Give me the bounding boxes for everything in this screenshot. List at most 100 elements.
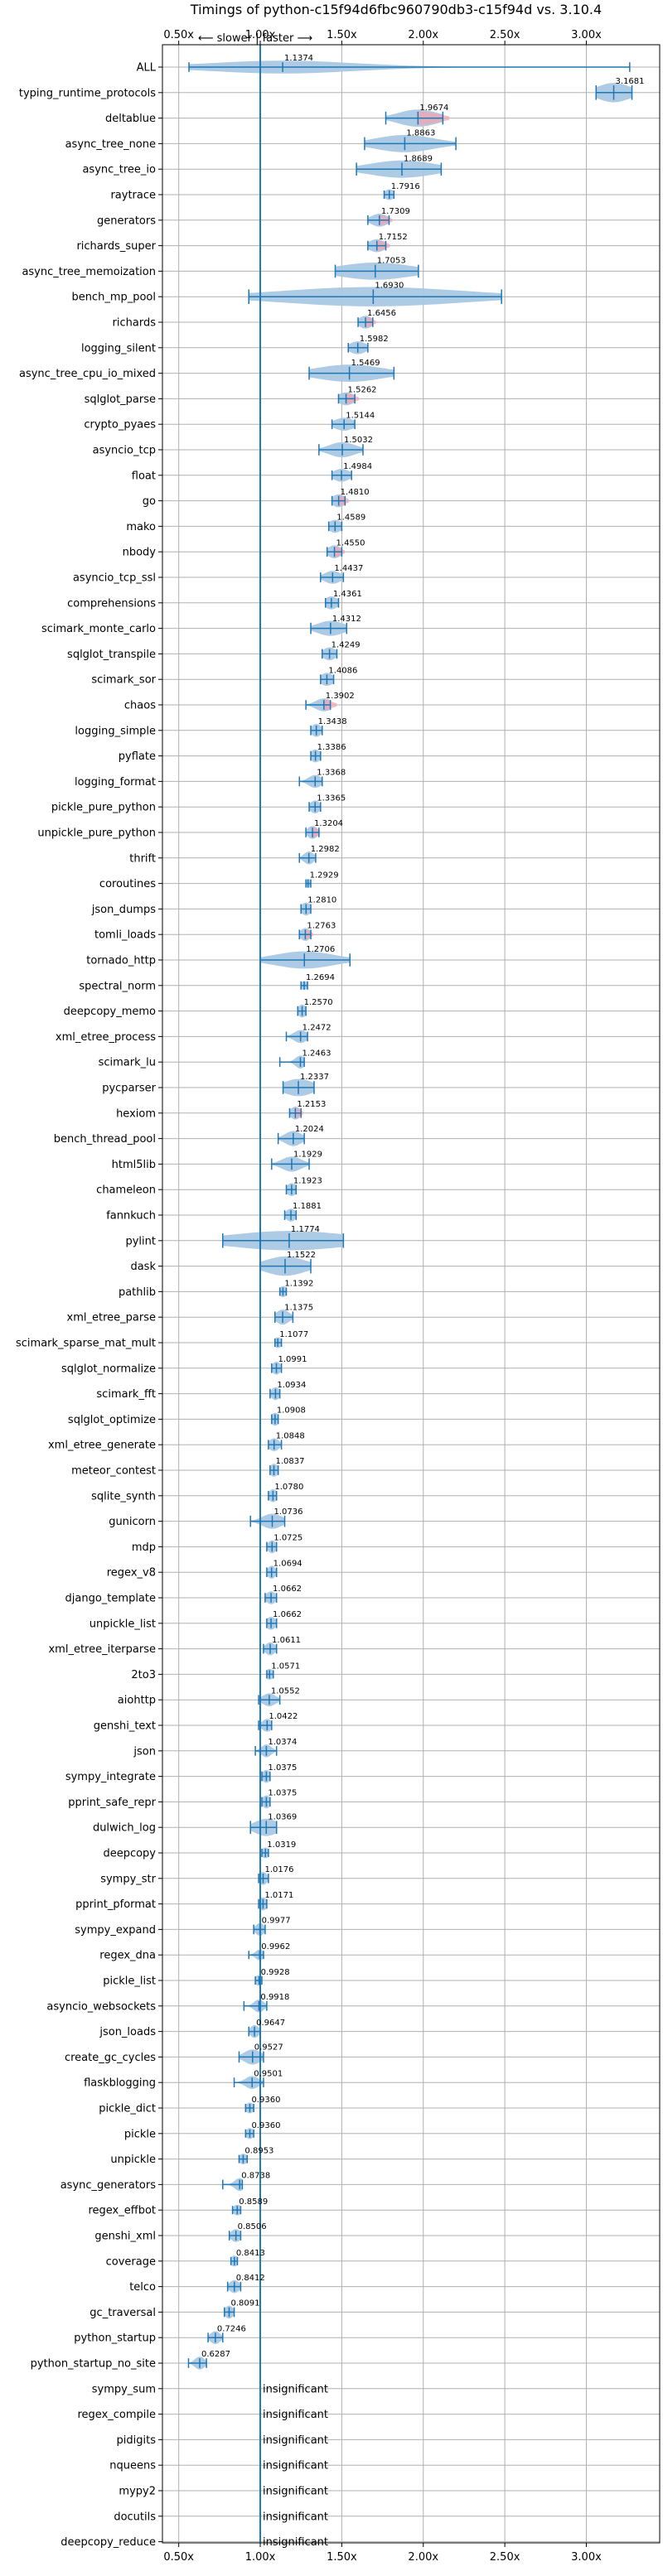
x-tick-label-top: 0.50x (163, 29, 194, 41)
benchmark-value-label: 1.0375 (268, 1763, 297, 1773)
benchmark-label: crypto_pyaes (84, 419, 156, 432)
x-tick-label-top: 2.00x (408, 29, 438, 41)
benchmark-value-label: 1.0694 (273, 1559, 302, 1568)
benchmark-value-label: 0.9527 (254, 2043, 283, 2053)
benchmark-label: scimark_sparse_mat_mult (16, 1338, 156, 1350)
benchmark-label: xml_etree_generate (48, 1440, 156, 1452)
benchmark-label: float (132, 470, 156, 482)
benchmark-label: aiohttp (118, 1695, 156, 1707)
insignificant-label: insignificant (263, 2434, 328, 2447)
benchmark-value-label: 0.9360 (251, 2096, 280, 2105)
benchmark-value-label: 0.7246 (217, 2324, 246, 2333)
benchmark-value-label: 1.0369 (268, 1812, 297, 1821)
benchmark-label: flaskblogging (84, 2077, 156, 2090)
benchmark-label: scimark_lu (99, 1057, 156, 1069)
benchmark-value-label: 1.0176 (264, 1865, 293, 1874)
benchmark-label: pprint_pformat (75, 1898, 156, 1911)
benchmark-value-label: 1.1881 (293, 1202, 322, 1211)
benchmark-label: unpickle_list (90, 1618, 156, 1630)
benchmark-label: bench_mp_pool (71, 292, 156, 304)
benchmark-value-label: 1.4249 (332, 641, 361, 650)
benchmark-value-label: 1.0662 (273, 1610, 302, 1619)
benchmark-value-label: 1.0319 (267, 1840, 296, 1850)
benchmark-value-label: 1.0611 (272, 1636, 301, 1645)
benchmark-label: raytrace (110, 190, 156, 202)
benchmark-label: mako (126, 521, 156, 533)
grid (162, 45, 660, 2543)
benchmark-label: sympy_sum (92, 2383, 156, 2395)
benchmark-label: thrift (129, 852, 156, 865)
benchmark-value-label: 1.7309 (381, 207, 410, 216)
benchmark-label: sqlglot_transpile (67, 649, 156, 661)
benchmark-value-label: 1.2463 (302, 1049, 331, 1058)
benchmark-value-label: 1.4361 (333, 590, 362, 599)
benchmark-value-label: 1.0375 (268, 1789, 297, 1798)
benchmark-label: async_generators (60, 2179, 157, 2192)
direction-label: ⟵ slower | faster ⟶ (198, 32, 312, 45)
benchmark-value-label: 1.2472 (302, 1024, 332, 1033)
benchmark-value-label: 1.6456 (367, 309, 396, 318)
benchmark-label: xml_etree_parse (67, 1312, 156, 1324)
benchmark-value-label: 1.4437 (334, 564, 363, 573)
x-tick-label-bottom: 2.00x (408, 2551, 438, 2564)
benchmark-label: pickle_pure_python (51, 802, 156, 814)
benchmark-value-label: 1.2694 (306, 973, 335, 982)
benchmark-label: async_tree_cpu_io_mixed (19, 368, 156, 380)
benchmark-value-label: 1.0662 (273, 1585, 302, 1594)
benchmark-value-label: 0.9977 (262, 1917, 291, 1926)
benchmark-label: asyncio_tcp_ssl (73, 572, 156, 585)
benchmark-value-label: 1.0552 (271, 1686, 300, 1696)
benchmark-label: create_gc_cycles (65, 2052, 156, 2064)
x-tick-label-bottom: 1.00x (245, 2551, 276, 2564)
benchmark-label: gc_traversal (90, 2307, 156, 2319)
benchmark-label: pidigits (117, 2434, 157, 2447)
x-tick-label-top: 1.50x (327, 29, 357, 41)
benchmark-value-label: 1.2024 (295, 1125, 324, 1134)
benchmark-label: typing_runtime_protocols (19, 87, 156, 99)
benchmark-value-label: 0.8589 (239, 2197, 268, 2207)
benchmark-value-label: 1.6930 (375, 281, 404, 290)
benchmark-value-label: 0.8506 (238, 2222, 267, 2231)
benchmark-value-label: 3.1681 (616, 77, 645, 86)
benchmark-label: asyncio_websockets (46, 2000, 156, 2013)
benchmark-value-label: 0.8091 (230, 2299, 259, 2308)
benchmark-value-label: 1.0725 (273, 1534, 302, 1543)
benchmark-label: gunicorn (109, 1516, 156, 1528)
benchmark-label: sympy_integrate (65, 1771, 156, 1783)
benchmark-label: python_startup_no_site (31, 2358, 156, 2371)
benchmark-value-label: 1.5262 (348, 386, 377, 395)
benchmark-label: pylint (125, 1235, 156, 1247)
benchmark-value-label: 1.0908 (277, 1406, 306, 1416)
benchmark-value-label: 1.0736 (274, 1507, 303, 1517)
benchmark-label: comprehensions (67, 597, 156, 610)
benchmark-label: scimark_monte_carlo (41, 623, 156, 635)
benchmark-value-label: 1.4589 (336, 514, 365, 523)
benchmark-label: mdp (132, 1541, 156, 1554)
benchmark-value-label: 0.9501 (254, 2069, 283, 2078)
x-tick-label-bottom: 0.50x (163, 2551, 194, 2564)
benchmark-label: deepcopy_reduce (60, 2536, 156, 2549)
benchmark-value-label: 0.6287 (201, 2350, 230, 2359)
benchmark-value-label: 1.4312 (332, 615, 361, 624)
benchmark-value-label: 0.9962 (261, 1942, 290, 1951)
benchmark-value-label: 1.3438 (318, 717, 347, 726)
benchmark-value-label: 1.1077 (279, 1330, 308, 1339)
benchmark-value-label: 1.3902 (326, 692, 355, 701)
benchmark-label: telco (129, 2281, 156, 2294)
benchmark-label: async_tree_none (65, 138, 156, 151)
benchmark-value-label: 1.5469 (351, 359, 380, 368)
benchmark-label: logging_silent (81, 342, 156, 355)
benchmark-value-label: 1.7152 (379, 233, 408, 242)
benchmark-value-label: 1.2706 (306, 945, 335, 954)
benchmark-value-label: 1.7916 (391, 182, 420, 191)
benchmark-label: go (143, 495, 156, 508)
benchmark-value-label: 1.2763 (307, 921, 336, 930)
benchmark-label: async_tree_io (82, 164, 156, 176)
benchmark-label: genshi_text (94, 1720, 156, 1733)
insignificant-label: insignificant (263, 2511, 328, 2523)
benchmark-label: richards_super (76, 240, 156, 253)
benchmark-label: scimark_fft (96, 1388, 156, 1401)
benchmark-label: regex_dna (99, 1950, 156, 1962)
benchmark-label: hexiom (116, 1107, 156, 1120)
benchmark-label: async_tree_memoization (22, 266, 156, 278)
